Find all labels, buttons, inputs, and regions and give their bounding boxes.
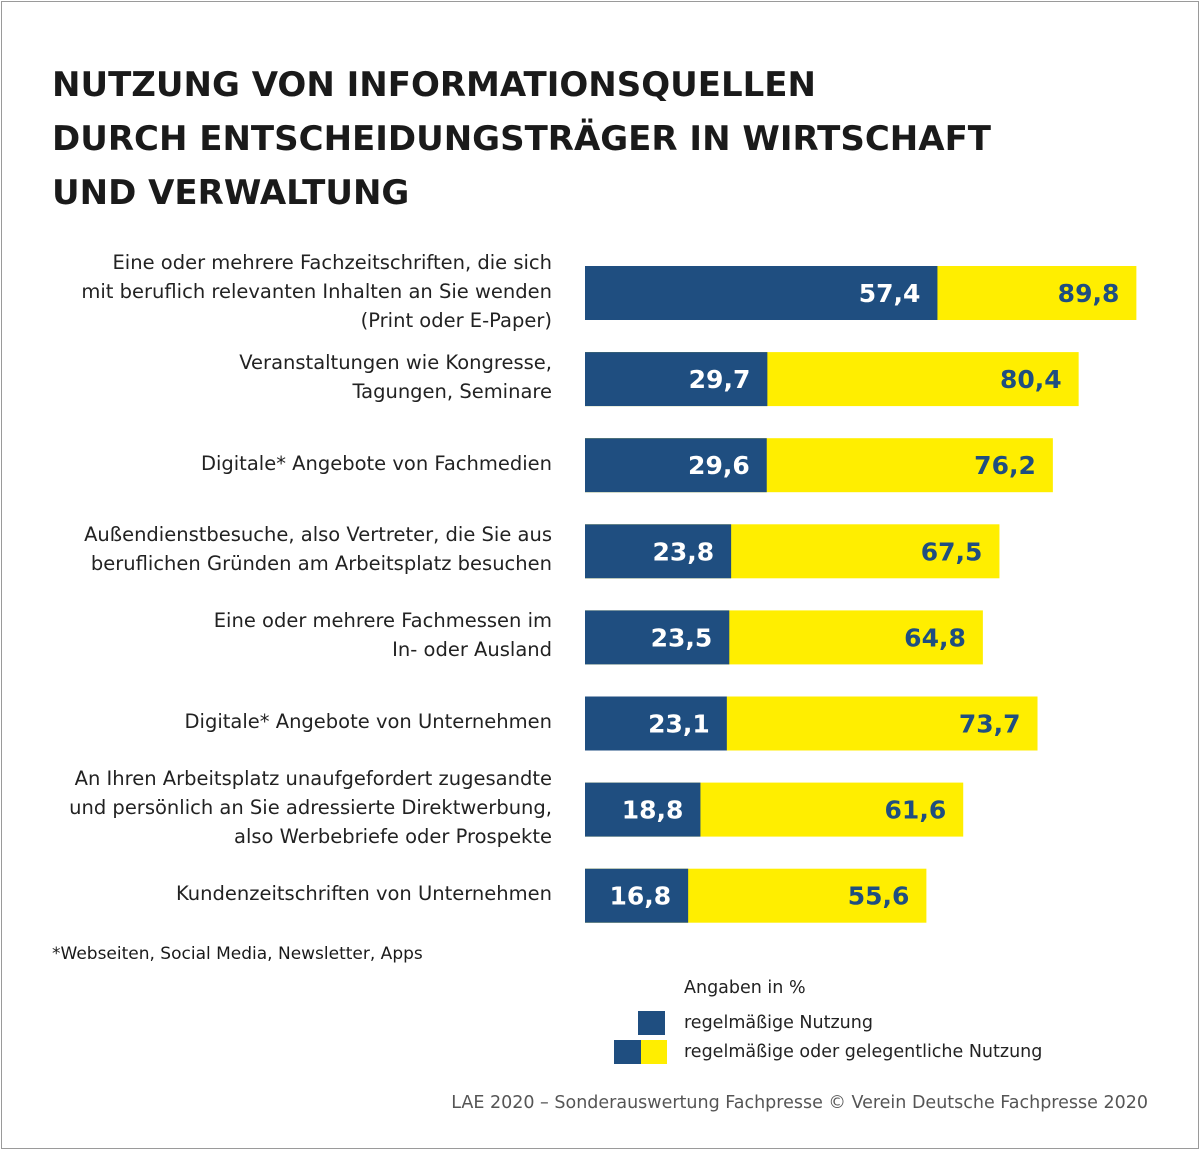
category-label-line: (Print oder E-Paper) [360,308,552,332]
category-label-line: und persönlich an Sie adressierte Direkt… [69,796,552,820]
category-label-line: In- oder Ausland [392,638,552,662]
category-label: Eine oder mehrere Fachmessen im In- oder … [0,606,552,664]
category-label-line: also Werbebriefe oder Prospekte [234,825,552,849]
value-label-regular-or-occasional: 73,7 [959,710,1021,739]
footnote: *Webseiten, Social Media, Newsletter, Ap… [52,944,423,964]
legend-label-regular: regelmäßige Nutzung [684,1013,873,1033]
category-label-line: beruflichen Gründen am Arbeitsplatz besu… [90,552,552,576]
value-label-regular: 57,4 [859,279,921,308]
category-label-line: Veranstaltungen wie Kongresse, [239,351,552,375]
value-label-regular-or-occasional: 76,2 [974,451,1036,480]
bar-regular [585,782,701,837]
value-label-regular-or-occasional: 80,4 [1000,365,1062,394]
category-label: An Ihren Arbeitsplatz unaufgefordert zug… [0,764,552,851]
value-label-regular: 29,7 [689,365,751,394]
value-label-regular: 29,6 [688,451,750,480]
source-credit: LAE 2020 – Sonderauswertung Fachpresse ©… [451,1093,1148,1113]
category-label: Kundenzeitschriften von Unternehmen [0,879,552,908]
value-label-regular-or-occasional: 64,8 [904,623,966,652]
chart-title: NUTZUNG VON INFORMATIONSQUELLEN DURCH EN… [52,58,1052,220]
chart-title-line: DURCH ENTSCHEIDUNGSTRÄGER IN WIRTSCHAFT [52,119,991,159]
legend-label-regular-or-occasional: regelmäßige oder gelegentliche Nutzung [684,1042,1043,1062]
category-label-line: Tagungen, Seminare [352,380,552,404]
bar-regular [585,266,938,320]
chart-title-line: NUTZUNG VON INFORMATIONSQUELLEN [52,65,816,105]
legend-swatch-regular-part [614,1040,641,1064]
value-label-regular: 18,8 [622,796,684,825]
bar-regular [585,438,767,493]
category-label: Digitale* Angebote von Fachmedien [0,449,552,478]
value-label-regular-or-occasional: 67,5 [921,537,983,566]
category-label: Eine oder mehrere Fachzeitschriften, die… [0,248,552,335]
bar-regular [585,524,732,579]
category-label: Veranstaltungen wie Kongresse, Tagungen, … [0,348,552,406]
unit-label: Angaben in % [684,978,806,998]
legend-swatch-regular [638,1011,665,1035]
bar-regular [585,352,768,407]
category-label: Außendienstbesuche, also Vertreter, die … [0,520,552,578]
category-label-line: Kundenzeitschriften von Unternehmen [175,882,552,906]
value-label-regular: 16,8 [609,882,671,911]
category-label-line: Eine oder mehrere Fachmessen im [213,609,552,633]
value-label-regular: 23,1 [648,710,710,739]
bar-regular [585,696,727,751]
legend-swatch-occasional-part [641,1040,667,1064]
category-label-line: mit beruflich relevanten Inhalten an Sie… [81,279,552,303]
category-label-line: Außendienstbesuche, also Vertreter, die … [84,523,552,547]
bar-regular [585,610,730,665]
category-label-line: Eine oder mehrere Fachzeitschriften, die… [112,250,552,274]
value-label-regular: 23,8 [652,537,714,566]
category-label-line: Digitale* Angebote von Unternehmen [184,710,552,733]
value-label-regular-or-occasional: 61,6 [885,796,947,825]
value-label-regular-or-occasional: 55,6 [848,882,910,911]
chart-title-line: UND VERWALTUNG [52,173,410,213]
value-label-regular-or-occasional: 89,8 [1058,279,1120,308]
category-label-line: An Ihren Arbeitsplatz unaufgefordert zug… [74,767,552,791]
value-label-regular: 23,5 [651,623,713,652]
category-label-line: Digitale* Angebote von Fachmedien [200,451,552,475]
category-label: Digitale* Angebote von Unternehmen [0,707,552,736]
bar-regular [585,868,689,923]
